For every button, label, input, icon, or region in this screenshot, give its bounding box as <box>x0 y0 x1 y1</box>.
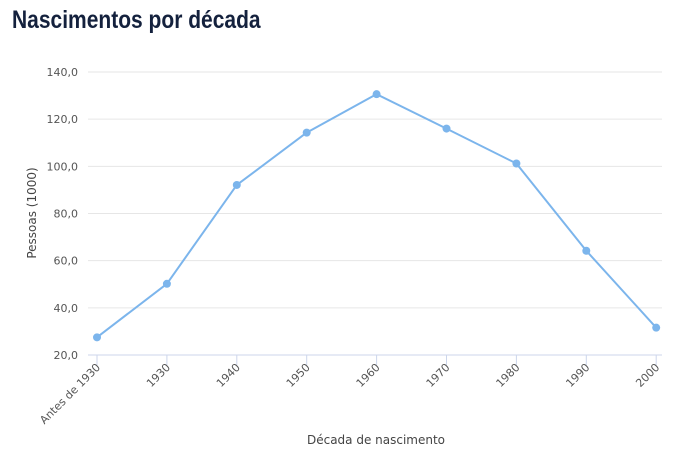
data-point[interactable] <box>93 333 101 341</box>
data-point[interactable] <box>443 125 451 133</box>
x-tick-label: 1990 <box>563 361 592 390</box>
x-axis-tick-labels: Antes de 1930 1930 1940 1950 1960 1970 1980 199… <box>37 361 662 427</box>
series-line <box>97 94 656 337</box>
data-series <box>93 90 660 341</box>
data-point[interactable] <box>373 90 381 98</box>
data-point[interactable] <box>652 324 660 332</box>
y-tick-label: 20,0 <box>54 349 79 362</box>
x-tick-label: 2000 <box>633 361 662 390</box>
data-point[interactable] <box>163 280 171 288</box>
x-tick-label: 1980 <box>494 361 523 390</box>
x-tick-label: 1950 <box>284 361 313 390</box>
y-tick-label: 100,0 <box>47 160 79 173</box>
data-point[interactable] <box>512 160 520 168</box>
y-tick-label: 40,0 <box>54 302 79 315</box>
x-tick-label: 1960 <box>354 361 383 390</box>
y-axis-title: Pessoas (1000) <box>25 167 39 258</box>
y-axis-tick-labels: 20,0 40,0 60,0 80,0 100,0 120,0 140,0 <box>47 66 79 362</box>
y-tick-label: 60,0 <box>54 255 79 268</box>
x-tick-label: 1970 <box>424 361 453 390</box>
x-tick-label: Antes de 1930 <box>37 361 103 427</box>
x-axis-title: Década de nascimento <box>307 433 445 447</box>
data-point[interactable] <box>303 129 311 137</box>
data-point[interactable] <box>582 247 590 255</box>
y-tick-label: 140,0 <box>47 66 79 79</box>
data-point[interactable] <box>233 181 241 189</box>
x-tick-label: 1930 <box>144 361 173 390</box>
x-tick-label: 1940 <box>214 361 243 390</box>
y-tick-label: 120,0 <box>47 113 79 126</box>
y-tick-label: 80,0 <box>54 208 79 221</box>
